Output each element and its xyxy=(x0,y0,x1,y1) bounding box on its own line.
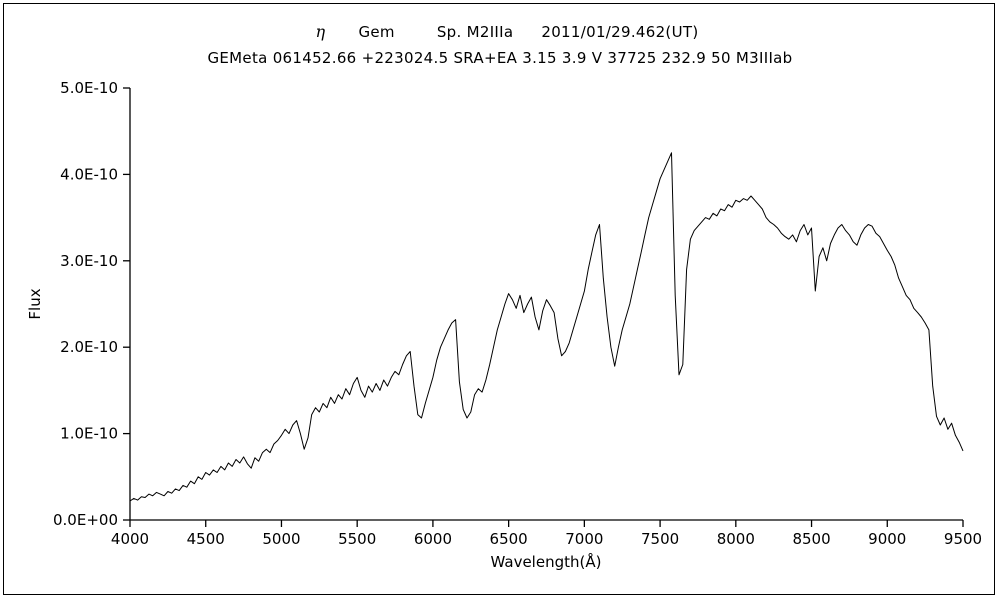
star-name: η Gem xyxy=(302,22,409,41)
y-tick-label: 0.0E+00 xyxy=(53,511,118,529)
x-tick-label: 4000 xyxy=(111,530,149,548)
y-tick-label: 3.0E-10 xyxy=(60,252,118,270)
x-tick-label: 6000 xyxy=(414,530,452,548)
x-tick-label: 5500 xyxy=(338,530,376,548)
y-tick-label: 2.0E-10 xyxy=(60,338,118,356)
y-axis-label: Flux xyxy=(26,288,44,319)
x-tick-label: 7000 xyxy=(565,530,603,548)
chart-frame xyxy=(3,3,995,595)
axes xyxy=(129,88,963,521)
x-tick-label: 4500 xyxy=(187,530,225,548)
y-tick-label: 4.0E-10 xyxy=(60,165,118,183)
star-constellation: Gem xyxy=(358,23,395,41)
spectrum-line xyxy=(129,152,964,502)
x-tick-label: 5000 xyxy=(262,530,300,548)
x-tick-label: 9000 xyxy=(868,530,906,548)
x-axis-label: Wavelength(Å) xyxy=(491,552,602,571)
y-tick-label: 5.0E-10 xyxy=(60,79,118,97)
x-tick-label: 8500 xyxy=(792,530,830,548)
x-tick-label: 6500 xyxy=(490,530,528,548)
chart-subtitle: GEMeta 061452.66 +223024.5 SRA+EA 3.15 3… xyxy=(207,49,793,67)
spectral-type: Sp. M2IIIa xyxy=(436,23,514,41)
observation-date: 2011/01/29.462(UT) xyxy=(541,23,699,41)
y-tick-label: 1.0E-10 xyxy=(60,425,118,443)
star-greek-letter: η xyxy=(315,22,326,41)
x-tick-label: 9500 xyxy=(944,530,982,548)
x-tick-label: 7500 xyxy=(641,530,679,548)
chart-title: η Gem Sp. M2IIIa 2011/01/29.462(UT) xyxy=(0,22,1000,41)
x-tick-label: 8000 xyxy=(717,530,755,548)
